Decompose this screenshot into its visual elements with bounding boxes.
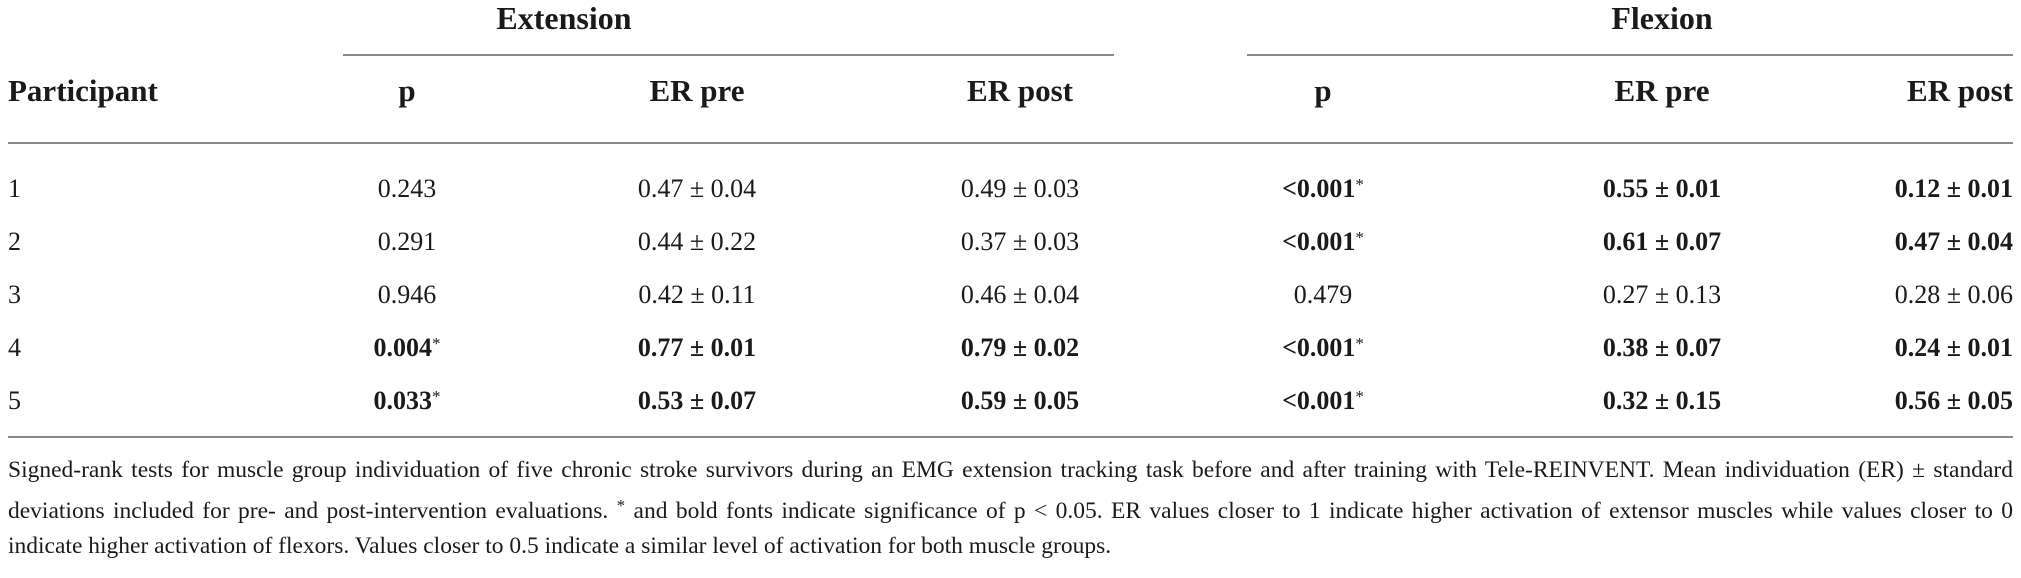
cell-extension-p: 0.004* [373, 333, 441, 362]
cell-extension-p: 0.033* [373, 386, 441, 415]
cell-extension-er-pre: 0.47 ± 0.04 [637, 174, 757, 203]
cell-extension-er-post: 0.46 ± 0.04 [960, 280, 1080, 309]
significance-marker: * [432, 334, 441, 353]
cell-flexion-p: 0.479 [1293, 280, 1353, 309]
cell-extension-p: 0.291 [377, 227, 437, 256]
cell-flexion-p: <0.001* [1282, 174, 1364, 203]
column-header-flexion-er-post: ER post [1907, 73, 2013, 108]
cell-participant: 4 [8, 333, 21, 362]
cell-participant: 2 [8, 227, 21, 256]
cell-extension-er-post: 0.79 ± 0.02 [960, 333, 1080, 362]
significance-marker: * [1355, 387, 1364, 406]
cell-flexion-er-pre: 0.38 ± 0.07 [1602, 333, 1722, 362]
cell-flexion-er-pre: 0.27 ± 0.13 [1602, 280, 1722, 309]
cell-flexion-er-post: 0.24 ± 0.01 [1894, 333, 2013, 362]
cell-participant: 1 [8, 174, 21, 203]
cell-flexion-er-post: 0.56 ± 0.05 [1894, 386, 2013, 415]
cell-extension-p: 0.243 [377, 174, 437, 203]
significance-marker: * [432, 387, 441, 406]
group-header-extension: Extension [496, 0, 632, 36]
column-header-participant: Participant [8, 73, 158, 108]
cell-flexion-er-pre: 0.55 ± 0.01 [1602, 174, 1722, 203]
caption-text-part-1: Signed-rank tests for muscle group indiv… [8, 457, 2013, 524]
table-bottom-rule [8, 436, 2013, 438]
cell-flexion-er-post: 0.12 ± 0.01 [1894, 174, 2013, 203]
header-rule [8, 142, 2013, 144]
cell-flexion-p: <0.001* [1282, 227, 1364, 256]
extension-group-rule [343, 54, 1114, 56]
cell-flexion-er-post: 0.28 ± 0.06 [1894, 280, 2013, 309]
column-header-flexion-er-pre: ER pre [1614, 73, 1710, 108]
significance-marker: * [1355, 334, 1364, 353]
cell-extension-er-pre: 0.44 ± 0.22 [637, 227, 757, 256]
column-header-extension-er-post: ER post [967, 73, 1073, 108]
group-header-flexion: Flexion [1611, 0, 1713, 36]
cell-flexion-er-pre: 0.61 ± 0.07 [1602, 227, 1722, 256]
flexion-group-rule [1247, 54, 2013, 56]
cell-flexion-er-post: 0.47 ± 0.04 [1894, 227, 2013, 256]
significance-marker: * [1355, 228, 1364, 247]
significance-marker: * [1355, 175, 1364, 194]
cell-flexion-p: <0.001* [1282, 386, 1364, 415]
caption-significance-marker: * [616, 496, 626, 515]
table-caption: Signed-rank tests for muscle group indiv… [8, 453, 2013, 564]
cell-extension-er-post: 0.49 ± 0.03 [960, 174, 1080, 203]
cell-extension-p: 0.946 [377, 280, 437, 309]
cell-extension-er-pre: 0.77 ± 0.01 [637, 333, 757, 362]
cell-participant: 5 [8, 386, 21, 415]
cell-extension-er-post: 0.59 ± 0.05 [960, 386, 1080, 415]
column-header-flexion-p: p [1314, 73, 1332, 108]
cell-flexion-p: <0.001* [1282, 333, 1364, 362]
cell-flexion-er-pre: 0.32 ± 0.15 [1602, 386, 1722, 415]
column-header-extension-p: p [398, 73, 416, 108]
cell-extension-er-post: 0.37 ± 0.03 [960, 227, 1080, 256]
cell-extension-er-pre: 0.42 ± 0.11 [638, 280, 756, 309]
caption-text-part-2: and bold fonts indicate significance of … [8, 498, 2013, 559]
cell-extension-er-pre: 0.53 ± 0.07 [637, 386, 757, 415]
cell-participant: 3 [8, 280, 21, 309]
column-header-extension-er-pre: ER pre [649, 73, 745, 108]
